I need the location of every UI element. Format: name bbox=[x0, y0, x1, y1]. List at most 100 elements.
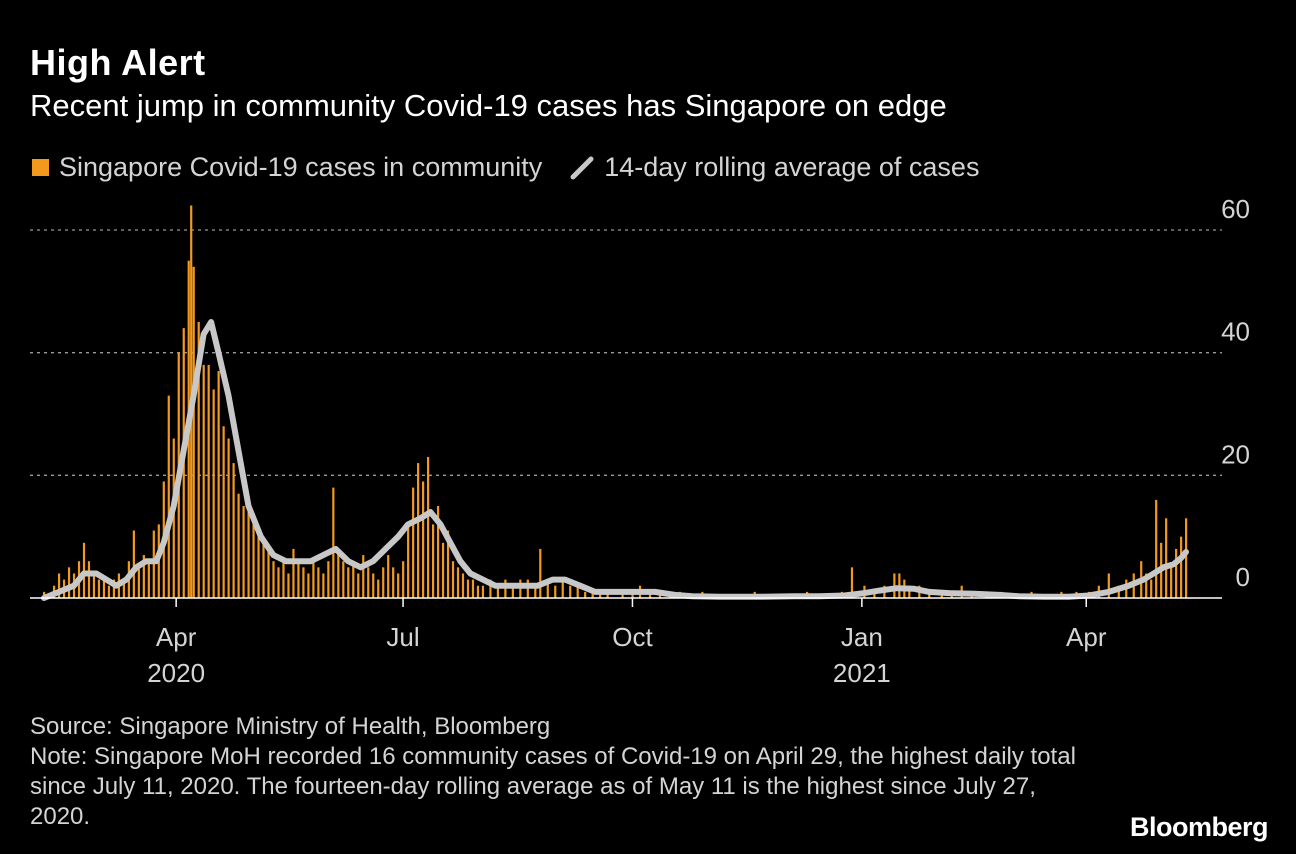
bar bbox=[873, 591, 876, 598]
y-tick-label-60: 60 bbox=[1221, 194, 1250, 224]
bar bbox=[222, 426, 225, 598]
chart-subtitle: Recent jump in community Covid-19 cases … bbox=[30, 88, 947, 123]
legend: Singapore Covid-19 cases in community 14… bbox=[32, 152, 979, 183]
bar bbox=[142, 555, 145, 598]
bar bbox=[237, 493, 240, 598]
bar bbox=[446, 530, 450, 598]
bar bbox=[576, 585, 579, 598]
x-tick-label: Apr bbox=[1066, 622, 1107, 652]
bar bbox=[87, 561, 91, 598]
bar bbox=[426, 456, 430, 598]
bar bbox=[217, 371, 220, 598]
bar bbox=[1180, 536, 1183, 598]
axes: 0 20 40 60 Apr 2020 Jul Oct Jan 2021 Apr bbox=[30, 194, 1250, 688]
line-series bbox=[41, 319, 1189, 601]
bar bbox=[57, 573, 61, 598]
bar bbox=[476, 585, 480, 598]
x-tick-year-label: 2020 bbox=[147, 658, 205, 688]
y-tick-label-40: 40 bbox=[1221, 317, 1250, 347]
bar bbox=[197, 322, 200, 598]
bar bbox=[546, 579, 549, 598]
bar bbox=[352, 561, 355, 598]
bar bbox=[387, 555, 390, 598]
bar bbox=[402, 561, 405, 598]
bar bbox=[372, 573, 375, 598]
bar bbox=[172, 438, 175, 598]
bar bbox=[67, 567, 71, 598]
legend-line-swatch bbox=[570, 156, 594, 180]
bar bbox=[569, 585, 572, 598]
bar bbox=[257, 536, 260, 598]
bar bbox=[262, 542, 265, 598]
bar bbox=[292, 548, 295, 598]
bar bbox=[561, 579, 564, 598]
bar bbox=[422, 481, 425, 598]
bar bbox=[227, 438, 230, 598]
bar bbox=[606, 591, 609, 598]
bar bbox=[347, 567, 350, 598]
bar bbox=[122, 579, 125, 598]
bar bbox=[102, 579, 106, 598]
bar bbox=[489, 579, 492, 598]
bar bbox=[192, 266, 195, 598]
bar bbox=[282, 561, 285, 598]
bar bbox=[307, 573, 310, 598]
bar bbox=[287, 573, 290, 598]
bar bbox=[397, 573, 400, 598]
data-note: Note: Singapore MoH recorded 16 communit… bbox=[30, 743, 1076, 830]
x-tick-label: Jan bbox=[841, 622, 883, 652]
bar bbox=[332, 487, 335, 598]
bar bbox=[212, 389, 215, 598]
bar bbox=[272, 561, 275, 598]
bar bbox=[137, 567, 140, 598]
bar bbox=[436, 506, 440, 598]
legend-line-label: 14-day rolling average of cases bbox=[604, 152, 980, 182]
bar bbox=[539, 548, 542, 598]
x-tick-label: Apr bbox=[156, 622, 197, 652]
bar bbox=[1175, 548, 1178, 598]
bar bbox=[1185, 518, 1188, 598]
bar bbox=[82, 542, 86, 598]
source-note: Source: Singapore Ministry of Health, Bl… bbox=[30, 713, 551, 740]
bar bbox=[167, 395, 170, 598]
bar bbox=[322, 573, 325, 598]
bar bbox=[511, 585, 514, 598]
bar bbox=[242, 506, 245, 598]
rolling-average-line bbox=[41, 319, 1189, 601]
bar bbox=[441, 542, 445, 598]
bar bbox=[481, 585, 485, 598]
bar bbox=[1170, 567, 1173, 598]
footer: Source: Singapore Ministry of Health, Bl… bbox=[30, 712, 1090, 832]
x-tick-label: Oct bbox=[612, 622, 653, 652]
bar bbox=[92, 573, 96, 598]
bar bbox=[357, 573, 360, 598]
bar bbox=[147, 561, 150, 598]
bar bbox=[392, 567, 395, 598]
bar bbox=[850, 567, 854, 598]
bar bbox=[456, 567, 460, 598]
bar bbox=[591, 591, 594, 598]
bar bbox=[504, 579, 507, 598]
bar bbox=[297, 561, 300, 598]
bloomberg-logo: Bloomberg bbox=[1129, 812, 1269, 842]
x-tick-year-label: 2021 bbox=[833, 658, 891, 688]
bar bbox=[1145, 573, 1148, 598]
bar bbox=[302, 567, 305, 598]
bar bbox=[327, 561, 330, 598]
bar bbox=[621, 591, 624, 598]
bar bbox=[362, 555, 365, 598]
bar bbox=[648, 591, 652, 598]
bar bbox=[107, 585, 111, 598]
bar bbox=[1155, 499, 1158, 598]
bar bbox=[342, 561, 345, 598]
bar bbox=[312, 561, 315, 598]
bar bbox=[382, 567, 385, 598]
bar bbox=[132, 530, 135, 598]
bar bbox=[377, 579, 380, 598]
bar bbox=[554, 585, 557, 598]
bar bbox=[337, 548, 340, 598]
y-tick-label-20: 20 bbox=[1221, 439, 1250, 469]
bar bbox=[232, 463, 235, 598]
bar bbox=[471, 579, 475, 598]
bar bbox=[367, 567, 370, 598]
